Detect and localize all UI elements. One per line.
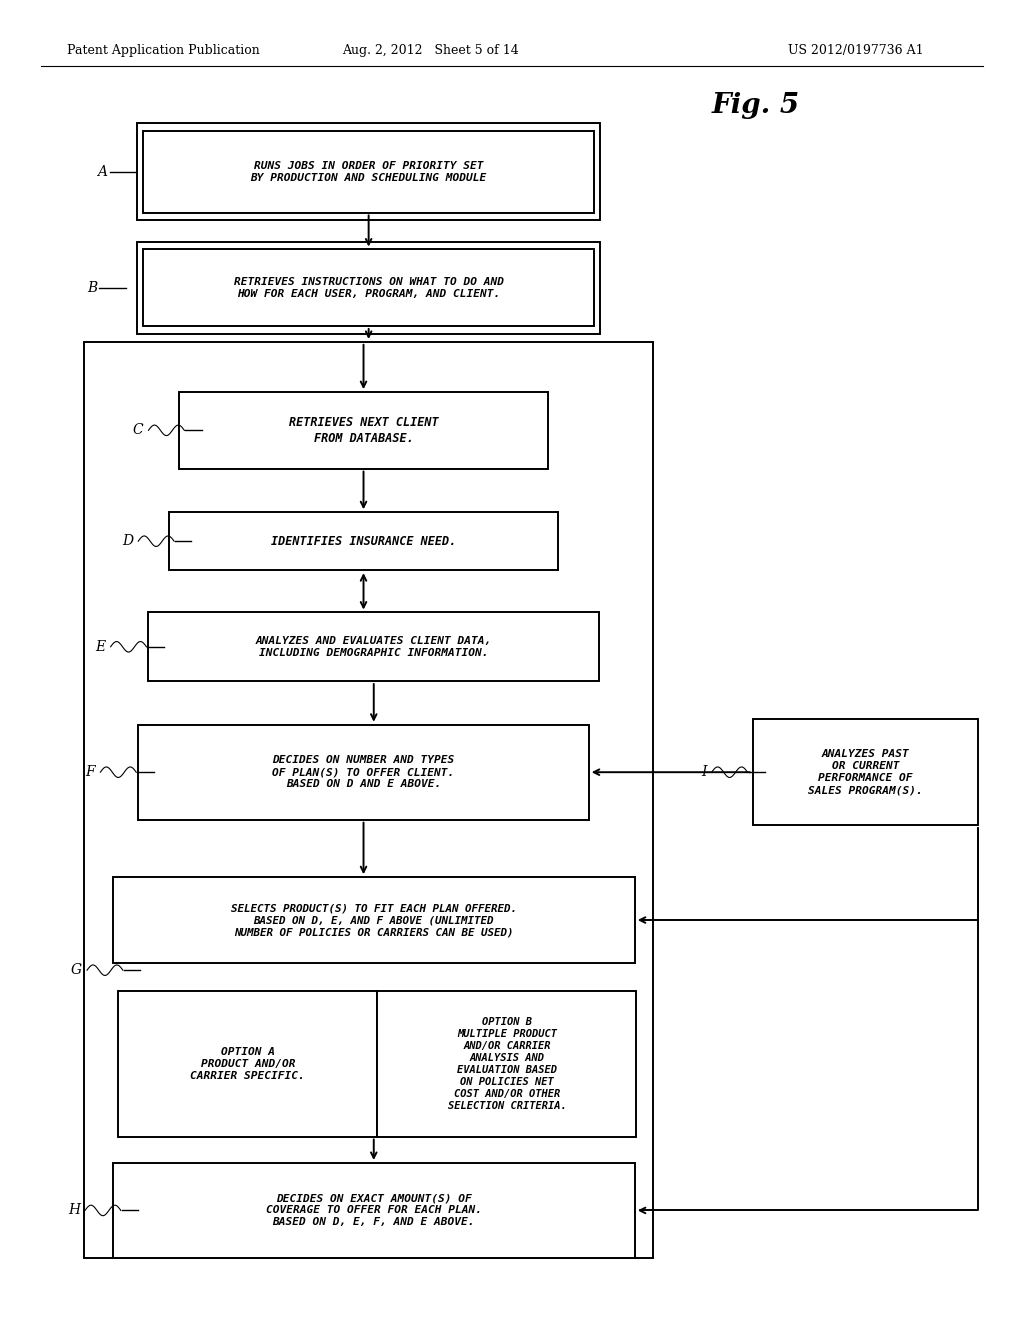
Bar [113, 878, 635, 964]
Text: ANALYZES AND EVALUATES CLIENT DATA,
INCLUDING DEMOGRAPHIC INFORMATION.: ANALYZES AND EVALUATES CLIENT DATA, INCL… [256, 636, 492, 657]
Text: IDENTIFIES INSURANCE NEED.: IDENTIFIES INSURANCE NEED. [271, 535, 456, 548]
Text: US 2012/0197736 A1: US 2012/0197736 A1 [788, 44, 924, 57]
Bar [137, 123, 600, 220]
Bar [148, 612, 599, 681]
Text: A: A [97, 165, 108, 178]
Text: OPTION B
MULTIPLE PRODUCT
AND/OR CARRIER
ANALYSIS AND
EVALUATION BASED
ON POLICI: OPTION B MULTIPLE PRODUCT AND/OR CARRIER… [447, 1016, 566, 1111]
Text: D: D [122, 535, 133, 548]
Bar [143, 131, 594, 213]
Text: E: E [95, 640, 105, 653]
Bar [143, 249, 594, 326]
Text: B: B [87, 281, 97, 294]
Text: H: H [68, 1204, 80, 1217]
Text: RETRIEVES NEXT CLIENT
FROM DATABASE.: RETRIEVES NEXT CLIENT FROM DATABASE. [289, 416, 438, 445]
Text: G: G [71, 964, 82, 977]
Text: C: C [133, 424, 143, 437]
Text: DECIDES ON EXACT AMOUNT(S) OF
COVERAGE TO OFFER FOR EACH PLAN.
BASED ON D, E, F,: DECIDES ON EXACT AMOUNT(S) OF COVERAGE T… [266, 1193, 481, 1228]
Bar [137, 242, 600, 334]
Text: RUNS JOBS IN ORDER OF PRIORITY SET
BY PRODUCTION AND SCHEDULING MODULE: RUNS JOBS IN ORDER OF PRIORITY SET BY PR… [251, 161, 486, 182]
Text: DECIDES ON NUMBER AND TYPES
OF PLAN(S) TO OFFER CLIENT.
BASED ON D AND E ABOVE.: DECIDES ON NUMBER AND TYPES OF PLAN(S) T… [272, 755, 455, 789]
Text: OPTION A
PRODUCT AND/OR
CARRIER SPECIFIC.: OPTION A PRODUCT AND/OR CARRIER SPECIFIC… [190, 1047, 305, 1081]
Text: Patent Application Publication: Patent Application Publication [67, 44, 259, 57]
Bar [113, 1163, 635, 1258]
Bar [138, 725, 589, 820]
Text: RETRIEVES INSTRUCTIONS ON WHAT TO DO AND
HOW FOR EACH USER, PROGRAM, AND CLIENT.: RETRIEVES INSTRUCTIONS ON WHAT TO DO AND… [233, 277, 504, 298]
Bar [179, 392, 548, 469]
Text: ANALYZES PAST
OR CURRENT
PERFORMANCE OF
SALES PROGRAM(S).: ANALYZES PAST OR CURRENT PERFORMANCE OF … [808, 750, 923, 795]
Text: SELECTS PRODUCT(S) TO FIT EACH PLAN OFFERED.
BASED ON D, E, AND F ABOVE (UNLIMIT: SELECTS PRODUCT(S) TO FIT EACH PLAN OFFE… [230, 903, 517, 937]
Bar [169, 512, 558, 570]
Bar [753, 719, 978, 825]
Text: I: I [701, 766, 707, 779]
Bar [84, 342, 653, 1258]
Text: Fig. 5: Fig. 5 [712, 92, 800, 119]
Text: F: F [86, 766, 95, 779]
Bar [118, 991, 377, 1137]
Bar [377, 991, 636, 1137]
Text: Aug. 2, 2012   Sheet 5 of 14: Aug. 2, 2012 Sheet 5 of 14 [342, 44, 518, 57]
